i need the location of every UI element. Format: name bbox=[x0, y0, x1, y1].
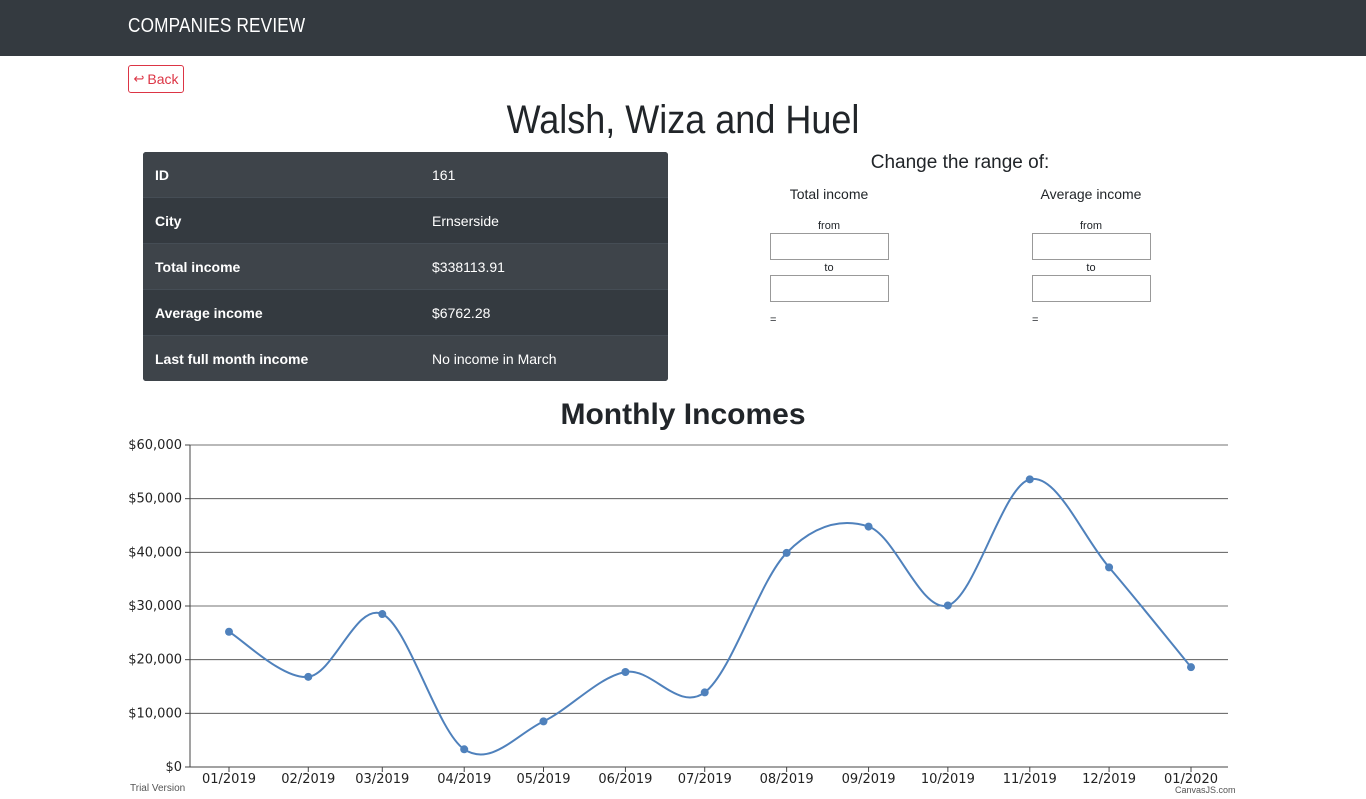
x-tick-label: 08/2019 bbox=[760, 772, 814, 787]
page-title: Walsh, Wiza and Huel bbox=[506, 98, 860, 142]
average-income-title: Average income bbox=[1040, 186, 1142, 202]
total-income-from-input[interactable] bbox=[769, 233, 889, 260]
x-tick-label: 01/2019 bbox=[202, 772, 256, 787]
back-button-label: Back bbox=[147, 71, 179, 87]
x-tick-label: 09/2019 bbox=[842, 772, 896, 787]
data-point bbox=[225, 627, 233, 636]
data-point bbox=[700, 688, 709, 697]
average-from-label: from bbox=[1080, 220, 1102, 232]
y-tick-label: $0 bbox=[165, 760, 182, 775]
y-tick-label: $20,000 bbox=[128, 653, 182, 668]
x-tick-label: 07/2019 bbox=[678, 772, 732, 787]
total-to-label: to bbox=[824, 262, 834, 274]
total-from-label: from bbox=[818, 220, 840, 232]
y-tick-label: $50,000 bbox=[128, 492, 182, 507]
brand-title[interactable]: COMPANIES REVIEW bbox=[128, 15, 306, 37]
average-income-from-input[interactable] bbox=[1031, 233, 1151, 260]
table-row: City Ernserside bbox=[143, 197, 668, 243]
table-row: Average income $6762.28 bbox=[143, 289, 668, 335]
x-tick-label: 06/2019 bbox=[598, 772, 652, 787]
row-value: 161 bbox=[432, 166, 456, 183]
x-tick-label: 03/2019 bbox=[355, 772, 409, 787]
table-row: Last full month income No income in Marc… bbox=[143, 335, 668, 381]
row-label: City bbox=[155, 212, 182, 229]
range-title: Change the range of: bbox=[870, 152, 1050, 173]
table-row: ID 161 bbox=[143, 152, 668, 197]
canvasjs-credit[interactable]: CanvasJS.com bbox=[1175, 785, 1236, 795]
y-tick-label: $10,000 bbox=[128, 706, 182, 721]
data-point bbox=[378, 610, 387, 619]
data-point bbox=[304, 672, 313, 681]
row-label: Total income bbox=[155, 258, 241, 275]
total-income-result: = bbox=[770, 314, 777, 326]
data-point bbox=[621, 668, 630, 677]
average-income-result: = bbox=[1032, 314, 1039, 326]
data-point bbox=[1187, 663, 1195, 672]
data-point bbox=[539, 717, 548, 726]
x-tick-label: 04/2019 bbox=[437, 772, 491, 787]
y-tick-label: $30,000 bbox=[128, 599, 182, 614]
chart-title: Monthly Incomes bbox=[560, 398, 806, 431]
x-tick-label: 02/2019 bbox=[281, 772, 335, 787]
x-tick-label: 10/2019 bbox=[921, 772, 975, 787]
average-income-range: Average income from to = bbox=[991, 186, 1191, 326]
navbar: COMPANIES REVIEW bbox=[0, 0, 1366, 56]
company-info-table: ID 161 City Ernserside Total income $338… bbox=[143, 152, 668, 381]
return-arrow-icon: ↩ bbox=[133, 71, 145, 86]
x-tick-label: 01/2020 bbox=[1164, 772, 1218, 787]
row-label: Average income bbox=[155, 304, 263, 321]
row-value: $6762.28 bbox=[432, 304, 491, 321]
data-point bbox=[1025, 475, 1034, 484]
average-income-to-input[interactable] bbox=[1031, 275, 1151, 302]
trial-version-label: Trial Version bbox=[130, 783, 186, 794]
y-tick-label: $60,000 bbox=[128, 438, 182, 453]
data-point bbox=[864, 522, 873, 531]
row-value: Ernserside bbox=[432, 212, 499, 229]
average-to-label: to bbox=[1086, 262, 1096, 274]
range-panel: Change the range of: Total income from t… bbox=[700, 150, 1220, 340]
row-label: ID bbox=[155, 166, 169, 183]
data-point bbox=[1105, 563, 1114, 572]
table-row: Total income $338113.91 bbox=[143, 243, 668, 289]
total-income-title: Total income bbox=[789, 186, 869, 202]
row-value: No income in March bbox=[432, 350, 557, 367]
total-income-range: Total income from to = bbox=[729, 186, 929, 326]
x-tick-label: 11/2019 bbox=[1003, 772, 1057, 787]
total-income-to-input[interactable] bbox=[769, 275, 889, 302]
data-point bbox=[782, 548, 791, 557]
row-value: $338113.91 bbox=[432, 258, 505, 275]
row-label: Last full month income bbox=[155, 350, 309, 367]
x-tick-label: 12/2019 bbox=[1082, 772, 1136, 787]
back-button[interactable]: ↩ Back bbox=[128, 65, 184, 93]
x-tick-label: 05/2019 bbox=[516, 772, 570, 787]
data-point bbox=[460, 745, 469, 754]
data-point bbox=[943, 601, 952, 610]
y-tick-label: $40,000 bbox=[128, 545, 182, 560]
